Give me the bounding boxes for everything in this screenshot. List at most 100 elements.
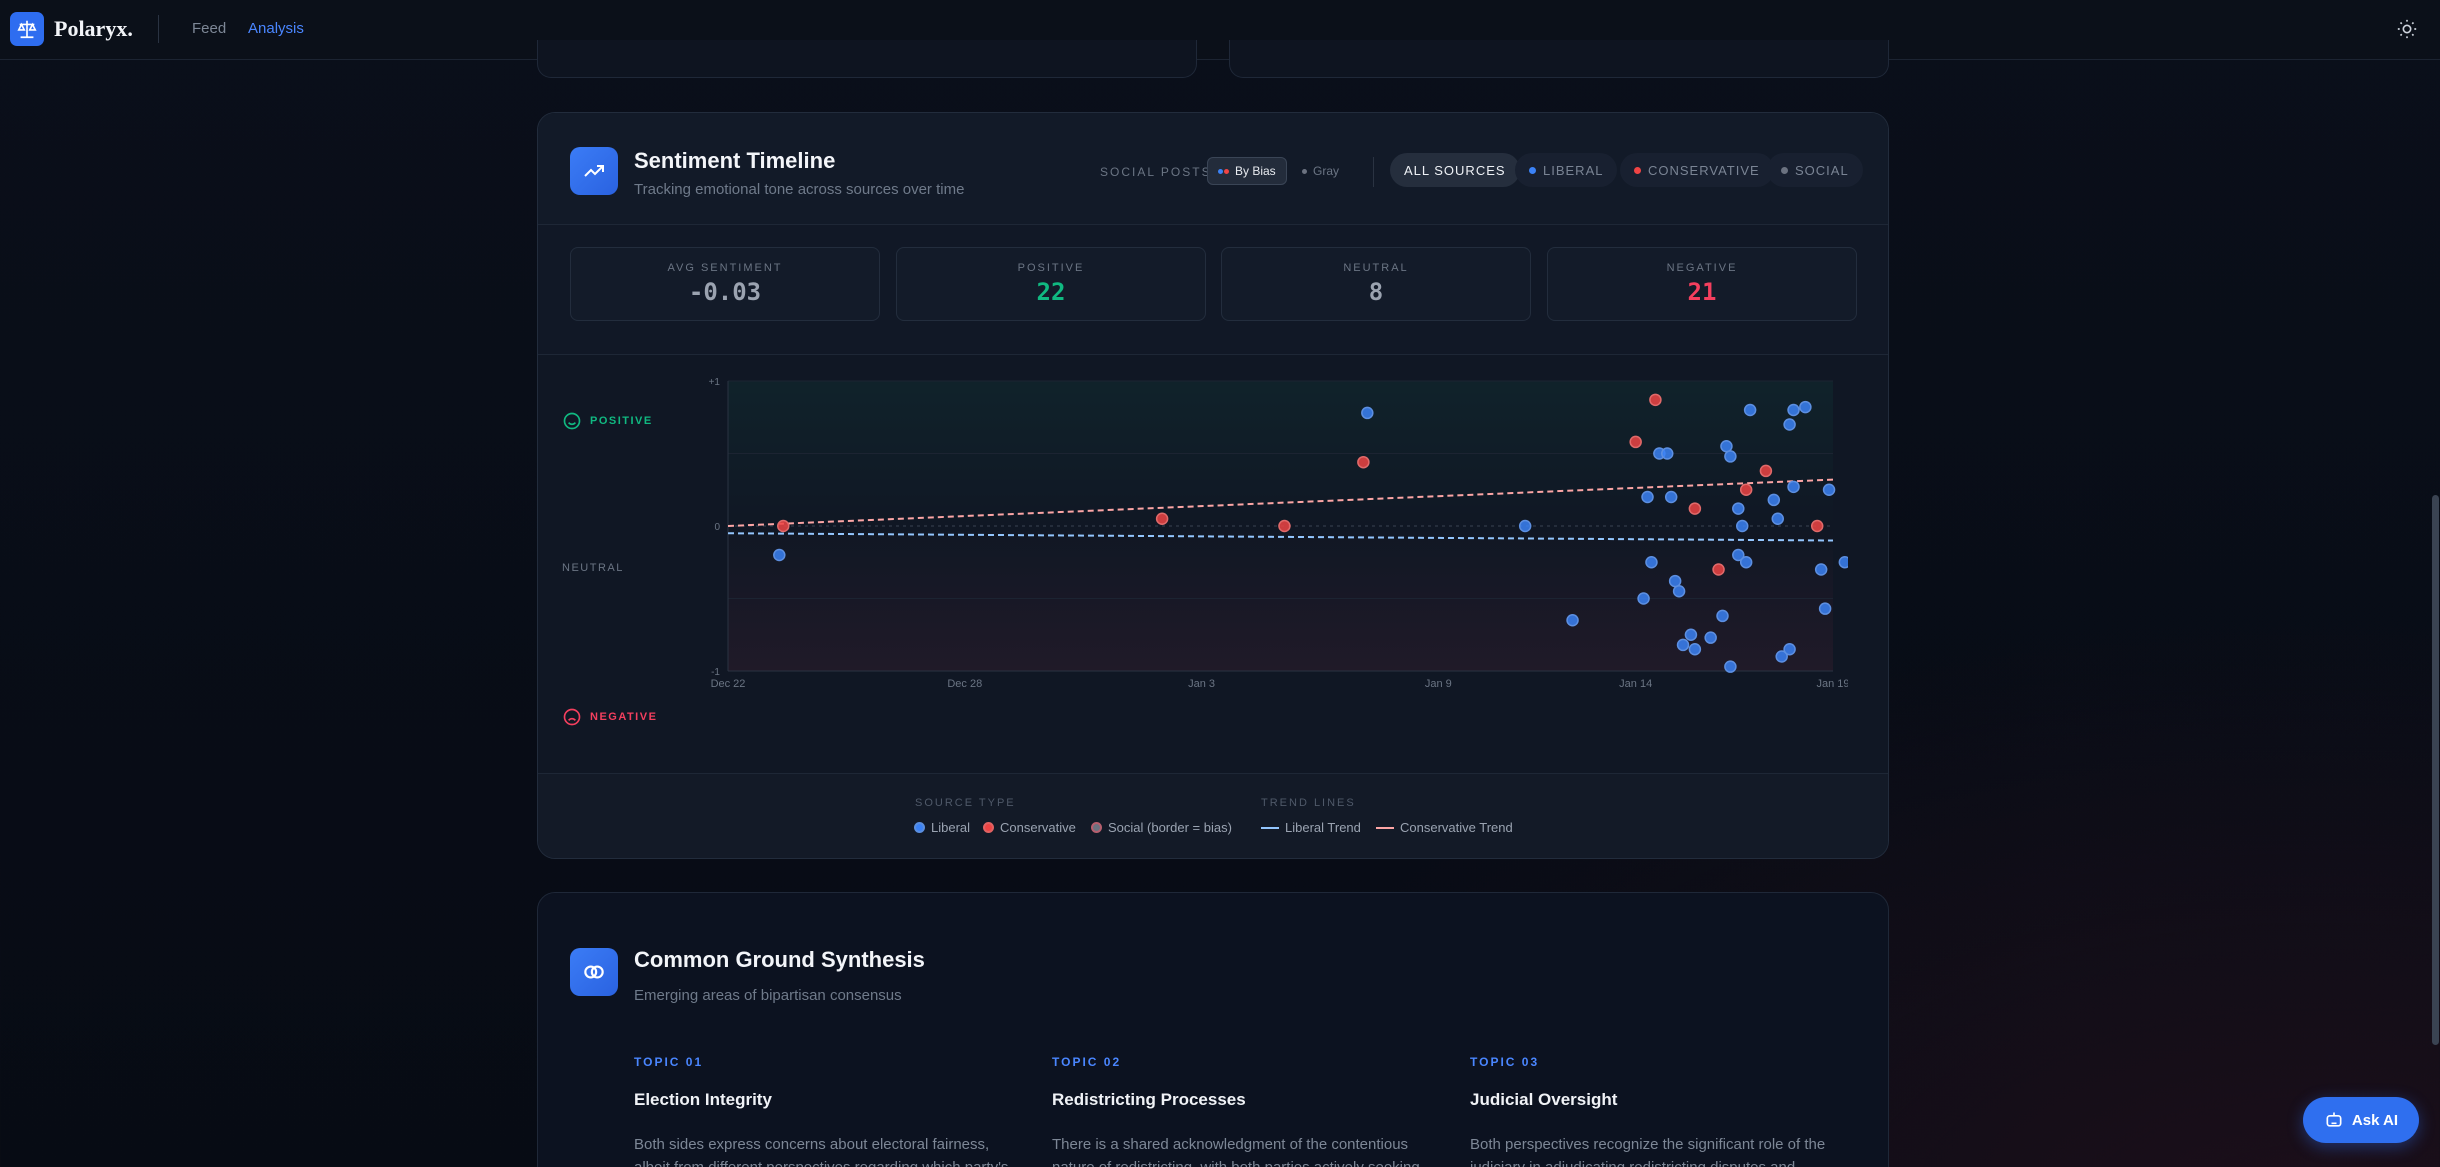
liberal-point xyxy=(1783,643,1796,656)
previous-card-left xyxy=(537,40,1197,78)
nav-link-feed[interactable]: Feed xyxy=(192,20,227,37)
social-mode-by-bias-label: By Bias xyxy=(1235,164,1276,178)
liberal-point xyxy=(1361,406,1374,420)
liberal-point xyxy=(1720,440,1733,453)
conservative-point xyxy=(1629,435,1642,449)
sentiment-timeline-card: Sentiment Timeline Tracking emotional to… xyxy=(537,112,1889,859)
sentiment-subtitle: Tracking emotional tone across sources o… xyxy=(634,181,965,198)
liberal-point xyxy=(1799,400,1812,414)
nav-link-analysis[interactable]: Analysis xyxy=(248,20,304,37)
x-tick-label: Jan 14 xyxy=(1619,678,1652,690)
liberal-point xyxy=(1661,447,1674,460)
liberal-point xyxy=(1739,556,1753,569)
robot-icon xyxy=(2326,1112,2342,1127)
liberal-point xyxy=(1787,480,1800,494)
positive-side-label: POSITIVE xyxy=(562,411,653,431)
stat-value: 21 xyxy=(1687,278,1717,306)
topic-number: TOPIC 03 xyxy=(1470,1055,1540,1069)
conservative-dot-icon xyxy=(1634,166,1641,174)
legend-social-label: Social (border = bias) xyxy=(1108,820,1232,835)
negative-side-label: NEGATIVE xyxy=(562,707,657,727)
conservative-point xyxy=(1739,483,1753,496)
liberal-dot-icon xyxy=(1529,166,1536,174)
social-mode-gray-label: Gray xyxy=(1313,164,1340,178)
filter-liberal[interactable]: LIBERAL xyxy=(1515,153,1618,187)
top-navbar: Polaryx. Feed Analysis xyxy=(0,0,2440,60)
topic-title[interactable]: Judicial Oversight xyxy=(1470,1090,1618,1109)
legend-liberal: Liberal xyxy=(914,820,970,835)
filter-social[interactable]: SOCIAL xyxy=(1767,153,1863,187)
trend-up-icon xyxy=(570,147,618,195)
filter-conservative[interactable]: CONSERVATIVE xyxy=(1620,153,1774,187)
legend-source-type-head: SOURCE TYPE xyxy=(915,797,1016,809)
liberal-point xyxy=(1645,556,1658,569)
conservative-point xyxy=(1649,393,1662,407)
liberal-point xyxy=(1566,614,1579,627)
social-mode-gray-button[interactable]: Gray xyxy=(1292,157,1349,185)
liberal-point xyxy=(1743,403,1757,417)
common-ground-subtitle: Emerging areas of bipartisan consensus xyxy=(634,987,902,1004)
page-scrollbar[interactable] xyxy=(2432,495,2439,1045)
negative-label: NEGATIVE xyxy=(590,711,658,723)
x-tick-label: Jan 19 xyxy=(1816,678,1848,690)
liberal-point xyxy=(1684,628,1698,641)
liberal-trend-line xyxy=(727,532,1834,542)
liberal-point xyxy=(1724,450,1737,463)
y-tick-label: +1 xyxy=(709,377,721,388)
conservative-trend-line xyxy=(727,478,1834,527)
social-posts-label: SOCIAL POSTS: xyxy=(1100,165,1217,179)
liberal-point xyxy=(1775,650,1788,663)
stat-label: NEGATIVE xyxy=(1666,262,1738,274)
topic-title[interactable]: Election Integrity xyxy=(634,1090,772,1109)
x-tick-label: Dec 22 xyxy=(711,678,746,690)
filter-all-sources[interactable]: ALL SOURCES xyxy=(1390,153,1520,187)
stat-label: POSITIVE xyxy=(1017,262,1085,274)
ask-ai-label: Ask AI xyxy=(2351,1111,2399,1129)
topic-number: TOPIC 01 xyxy=(634,1055,704,1069)
liberal-point xyxy=(1704,631,1717,644)
legend-conservative-trend: Conservative Trend xyxy=(1376,820,1513,835)
liberal-point xyxy=(1518,519,1532,533)
legend-conservative: Conservative xyxy=(983,820,1076,835)
stat-label: AVG SENTIMENT xyxy=(667,262,783,274)
stat-value: 22 xyxy=(1036,278,1066,306)
topic-title[interactable]: Redistricting Processes xyxy=(1052,1090,1246,1109)
filter-all-sources-label: ALL SOURCES xyxy=(1404,162,1506,178)
conservative-point xyxy=(1357,455,1370,469)
conservative-point xyxy=(1759,464,1773,478)
filter-liberal-label: LIBERAL xyxy=(1543,162,1604,178)
smile-icon xyxy=(563,412,581,430)
liberal-point xyxy=(1641,490,1654,504)
y-tick-label: -1 xyxy=(711,667,720,678)
theme-toggle-sun-icon[interactable] xyxy=(2392,14,2422,44)
liberal-point xyxy=(1688,643,1702,656)
liberal-point xyxy=(1767,493,1781,507)
logo-scale-icon[interactable] xyxy=(10,12,44,46)
stat-avg-sentiment: AVG SENTIMENT -0.03 xyxy=(570,247,880,321)
liberal-point xyxy=(1724,660,1737,673)
topic-text: Both sides express concerns about electo… xyxy=(634,1136,1008,1167)
social-dot-icon xyxy=(1781,166,1788,174)
stat-value: 8 xyxy=(1368,278,1384,306)
liberal-point xyxy=(1672,585,1686,598)
stat-value: -0.03 xyxy=(688,278,762,306)
topic-text: Both perspectives recognize the signific… xyxy=(1470,1136,1826,1167)
stat-positive: POSITIVE 22 xyxy=(896,247,1206,321)
y-tick-label: 0 xyxy=(714,522,720,533)
social-mode-by-bias-button[interactable]: By Bias xyxy=(1207,157,1287,185)
brand-name[interactable]: Polaryx. xyxy=(54,16,133,41)
liberal-point xyxy=(1814,563,1828,576)
ask-ai-button[interactable]: Ask AI xyxy=(2303,1097,2419,1143)
liberal-point xyxy=(1838,556,1848,569)
liberal-point xyxy=(1676,638,1690,652)
nav-divider xyxy=(158,15,159,43)
liberal-point xyxy=(1783,418,1796,431)
liberal-point xyxy=(1735,519,1749,533)
sentiment-title: Sentiment Timeline xyxy=(634,148,836,173)
filter-divider xyxy=(1373,157,1374,187)
liberal-point xyxy=(1664,490,1678,504)
conservative-point xyxy=(1810,519,1824,533)
liberal-point xyxy=(1822,483,1836,496)
overlap-circles-icon xyxy=(570,948,618,996)
